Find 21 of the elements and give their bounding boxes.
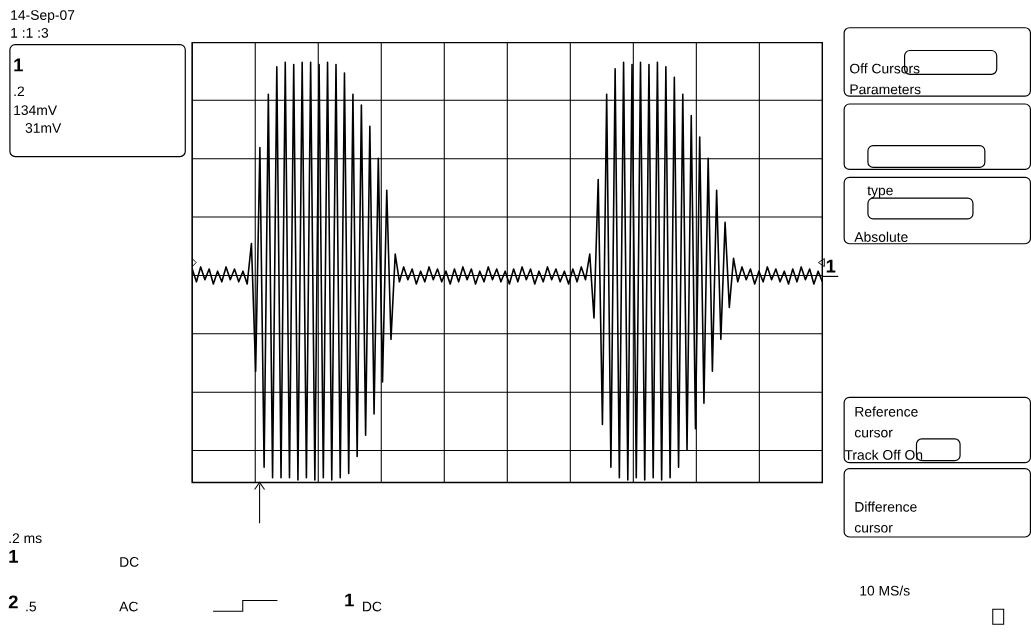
text: 2 xyxy=(8,595,18,609)
text: .5 xyxy=(26,601,37,612)
text: Parameters xyxy=(850,84,921,95)
text: 31mV xyxy=(25,123,62,133)
text: 1 :1 :3 xyxy=(11,27,49,38)
text: 134mV xyxy=(14,105,58,116)
text: 1 xyxy=(14,58,23,72)
text: Reference cursor xyxy=(854,406,918,438)
text: 14-Sep-07 xyxy=(11,10,75,23)
text: Difference cursor xyxy=(854,501,917,533)
text: Absolute xyxy=(854,231,908,242)
text: 1 xyxy=(345,593,354,607)
text: DC xyxy=(363,601,382,612)
text: .2 xyxy=(14,86,25,97)
text: .2 ms xyxy=(9,533,42,544)
text: type xyxy=(867,186,893,199)
text: AC xyxy=(119,601,138,612)
text: 1 xyxy=(9,550,18,563)
text: DC xyxy=(120,557,139,567)
text: 1 xyxy=(826,259,836,273)
text: 10 MS/s xyxy=(860,585,910,596)
